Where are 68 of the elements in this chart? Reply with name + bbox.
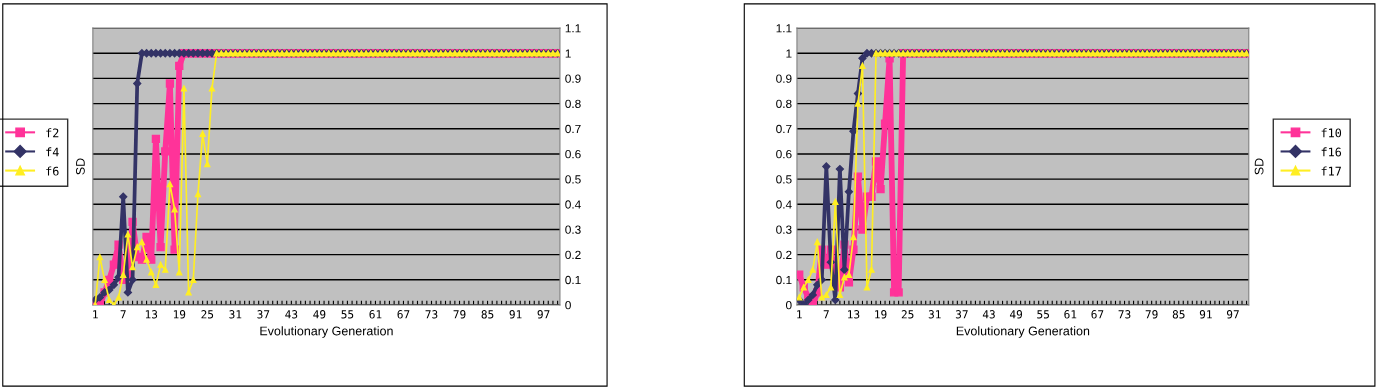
x-tick-label: 31 xyxy=(928,310,941,319)
y-tick-label: 0.9 xyxy=(565,74,581,83)
y-axis-title: SD xyxy=(75,158,85,175)
x-tick-label: 49 xyxy=(313,310,326,319)
y-tick-label: 0.3 xyxy=(565,225,581,234)
y-tick-label: 0.7 xyxy=(776,124,792,134)
x-axis-title: Evolutionary Generation xyxy=(956,326,1090,338)
x-tick-label: 55 xyxy=(1037,310,1049,319)
y-tick-label: 0.5 xyxy=(565,175,581,184)
y-tick-label: 0.2 xyxy=(565,250,581,260)
y-tick-label: 1.1 xyxy=(565,24,581,33)
x-tick-label: 73 xyxy=(1118,310,1131,319)
legend-label: f10 xyxy=(1321,128,1342,138)
y-tick-label: 1 xyxy=(565,49,571,58)
y-axis-title: SD xyxy=(1254,158,1264,175)
x-tick-label: 31 xyxy=(229,310,242,319)
legend-label: f16 xyxy=(1321,147,1342,157)
x-tick-label: 25 xyxy=(201,310,214,319)
x-tick-label: 13 xyxy=(848,310,860,319)
x-tick-label: 67 xyxy=(1091,310,1104,319)
x-tick-label: 67 xyxy=(397,310,410,319)
x-axis-title: Evolutionary Generation xyxy=(260,326,393,338)
y-tick-label: 0.7 xyxy=(565,124,581,134)
y-tick-label: 0.1 xyxy=(776,275,792,285)
x-tick-label: 37 xyxy=(955,310,968,319)
x-tick-label: 97 xyxy=(1226,310,1239,319)
y-tick-label: 0.5 xyxy=(776,175,792,184)
x-tick-label: 97 xyxy=(537,310,550,319)
y-tick-label: 0.8 xyxy=(565,99,581,108)
x-tick-label: 13 xyxy=(145,310,158,319)
y-tick-label: 0.6 xyxy=(565,149,581,159)
x-tick-label: 79 xyxy=(453,310,466,319)
y-tick-label: 1.1 xyxy=(776,24,792,33)
y-tick-label: 0.3 xyxy=(776,225,792,234)
legend-label: f2 xyxy=(46,128,59,138)
y-tick-label: 0.4 xyxy=(565,200,581,209)
x-tick-label: 37 xyxy=(257,310,270,319)
x-tick-label: 55 xyxy=(341,310,354,319)
x-tick-label: 91 xyxy=(1199,310,1212,319)
x-tick-label: 1 xyxy=(797,310,802,319)
x-tick-label: 43 xyxy=(285,310,298,319)
x-tick-label: 1 xyxy=(93,310,98,319)
x-tick-label: 85 xyxy=(481,310,494,319)
y-tick-label: 0 xyxy=(565,301,571,310)
x-tick-label: 19 xyxy=(173,310,186,319)
x-tick-label: 85 xyxy=(1172,310,1185,319)
x-tick-label: 19 xyxy=(875,310,887,319)
legend-label: f6 xyxy=(46,166,59,176)
legend-label: f17 xyxy=(1321,166,1341,176)
x-tick-label: 91 xyxy=(509,310,522,319)
x-tick-label: 43 xyxy=(982,310,995,319)
y-tick-label: 0.6 xyxy=(776,149,792,159)
x-tick-label: 7 xyxy=(823,310,829,319)
y-tick-label: 0.8 xyxy=(776,99,792,108)
x-tick-label: 25 xyxy=(901,310,914,319)
x-tick-label: 7 xyxy=(120,310,126,319)
y-tick-label: 1 xyxy=(786,49,792,58)
y-tick-label: 0 xyxy=(785,301,792,310)
y-tick-label: 0.4 xyxy=(776,200,792,209)
y-tick-label: 0.2 xyxy=(776,250,792,260)
y-tick-label: 0.1 xyxy=(565,275,581,285)
x-tick-label: 73 xyxy=(425,310,438,319)
legend-label: f4 xyxy=(46,147,59,157)
x-tick-label: 61 xyxy=(1064,310,1077,319)
x-tick-label: 49 xyxy=(1009,310,1023,319)
x-tick-label: 79 xyxy=(1145,310,1158,319)
x-tick-label: 61 xyxy=(369,310,382,319)
y-tick-label: 0.9 xyxy=(776,74,792,83)
